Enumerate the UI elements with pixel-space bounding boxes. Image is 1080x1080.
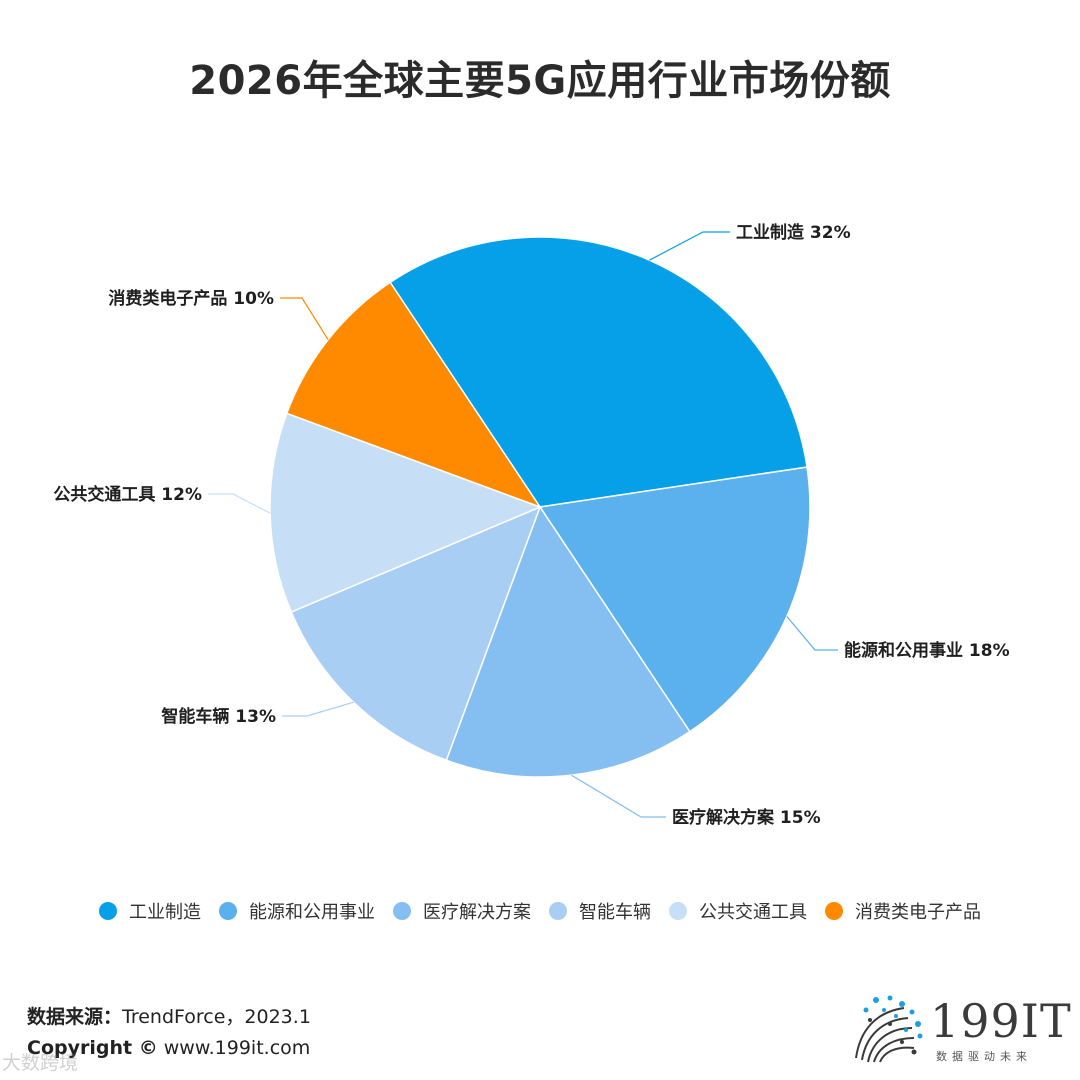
legend-label: 工业制造: [129, 902, 201, 923]
legend-swatch: [99, 902, 117, 920]
slice-label: 医疗解决方案 15%: [672, 807, 821, 828]
legend-label: 智能车辆: [579, 902, 651, 923]
slice-label: 消费类电子产品 10%: [108, 288, 274, 309]
legend-swatch: [219, 902, 237, 920]
leader-line: [280, 297, 329, 341]
pie-slice: [269, 412, 543, 614]
source-value: TrendForce，2023.1: [122, 1006, 311, 1028]
legend-swatch: [549, 902, 567, 920]
legend-label: 公共交通工具: [699, 902, 807, 923]
legend-label: 消费类电子产品: [855, 902, 981, 923]
slice-label: 智能车辆 13%: [161, 706, 276, 727]
logo-text: 199IT: [930, 994, 1072, 1048]
legend-label: 医疗解决方案: [423, 902, 531, 923]
data-source: 数据来源：TrendForce，2023.1: [27, 1002, 311, 1029]
pie-slices: [269, 236, 811, 778]
legend-swatch: [669, 902, 687, 920]
pie-slice: [285, 281, 542, 509]
leader-line: [208, 493, 271, 514]
pie-slice: [290, 505, 542, 762]
logo-subtitle: 数据驱动未来: [936, 1050, 1032, 1063]
chart-legend: 工业制造 能源和公用事业 医疗解决方案 智能车辆 公共交通工具 消费类电子产品: [0, 898, 1080, 924]
leader-line: [649, 231, 730, 261]
legend-label: 能源和公用事业: [249, 902, 375, 923]
logo-mark-icon: [855, 995, 923, 1063]
leader-line: [786, 616, 838, 651]
slice-labels: 工业制造 32% 能源和公用事业 18% 医疗解决方案 15% 智能车辆 13% 公共交…: [53, 222, 1009, 828]
leader-line: [571, 774, 666, 818]
legend-item: 智能车辆: [549, 898, 651, 924]
chart-title: 2026年全球主要5G应用行业市场份额: [189, 58, 891, 104]
legend-item: 公共交通工具: [669, 898, 807, 924]
watermark: 大数跨境: [2, 1052, 79, 1074]
slice-label: 工业制造 32%: [736, 222, 851, 243]
copyright-label: Copyright ©: [27, 1037, 158, 1059]
slice-label: 能源和公用事业 18%: [844, 640, 1010, 661]
legend-item: 医疗解决方案: [393, 898, 531, 924]
pie-slice: [538, 466, 811, 733]
source-label: 数据来源：: [27, 1006, 123, 1028]
legend-item: 能源和公用事业: [219, 898, 375, 924]
leader-line: [282, 701, 354, 717]
copyright: Copyright © www.199it.com: [27, 1037, 310, 1059]
slice-label: 公共交通工具 12%: [53, 484, 202, 505]
copyright-url: www.199it.com: [163, 1037, 311, 1059]
legend-swatch: [393, 902, 411, 920]
legend-item: 工业制造: [99, 898, 201, 924]
legend-swatch: [825, 902, 843, 920]
legend-item: 消费类电子产品: [825, 898, 981, 924]
leader-lines: [208, 231, 838, 818]
brand-logo: 199IT 数据驱动未来: [846, 990, 1071, 1070]
pie-slice: [445, 505, 691, 778]
